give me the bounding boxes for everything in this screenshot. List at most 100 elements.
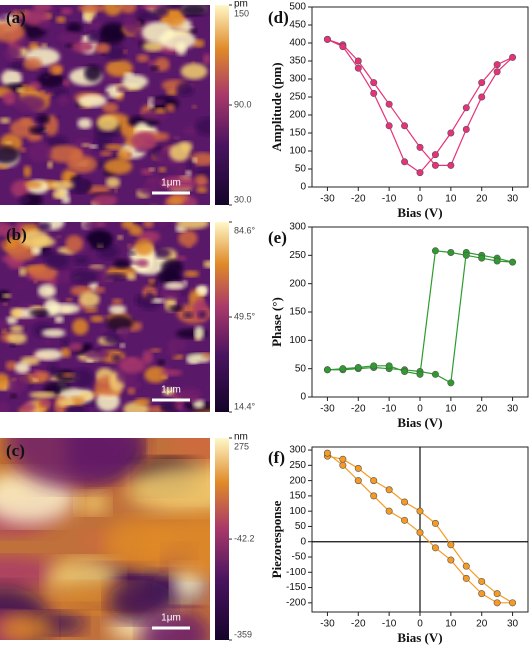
x-tick-label: -30	[320, 194, 335, 205]
data-point	[401, 122, 409, 130]
texture	[105, 177, 121, 188]
texture	[41, 43, 48, 48]
texture	[95, 43, 111, 54]
texture	[83, 307, 99, 313]
y-tick-label: 450	[289, 20, 306, 31]
texture	[2, 293, 12, 299]
texture	[9, 119, 38, 138]
data-point	[401, 498, 409, 506]
afm-image: (b) 1μm 84.6° 49.5° 14.4°	[0, 221, 256, 413]
data-point	[385, 100, 393, 108]
texture	[203, 260, 210, 269]
panel-label: (b)	[6, 225, 27, 244]
texture	[7, 237, 18, 248]
texture	[28, 141, 52, 163]
texture	[41, 328, 66, 338]
texture	[56, 235, 62, 238]
texture	[86, 358, 94, 363]
texture	[146, 290, 154, 301]
data-point	[401, 367, 409, 375]
texture	[62, 79, 70, 87]
texture	[0, 241, 7, 247]
data-point	[416, 529, 424, 537]
texture	[47, 160, 53, 169]
texture	[57, 93, 70, 106]
texture	[126, 464, 210, 515]
texture	[50, 18, 54, 22]
texture	[0, 14, 8, 22]
texture	[19, 147, 27, 153]
texture	[44, 253, 70, 269]
texture	[197, 310, 207, 319]
x-tick-label: -10	[382, 404, 397, 415]
data-point	[385, 507, 393, 515]
y-tick-label: 300	[289, 74, 306, 85]
texture	[142, 350, 154, 365]
texture	[12, 58, 21, 68]
x-tick-label: 0	[417, 619, 423, 630]
data-point	[493, 68, 501, 76]
texture	[182, 126, 198, 136]
data-point	[416, 143, 424, 151]
data-point	[385, 362, 393, 370]
texture	[168, 305, 184, 312]
panel-label: (e)	[268, 228, 287, 247]
texture	[57, 398, 75, 407]
data-point	[416, 370, 424, 378]
y-tick-label: 150	[289, 491, 306, 502]
texture	[4, 438, 143, 488]
texture	[43, 338, 52, 345]
texture	[0, 117, 11, 124]
texture	[136, 54, 149, 63]
texture	[16, 284, 23, 289]
x-tick-label: -20	[351, 404, 366, 415]
texture	[178, 230, 198, 247]
texture	[47, 303, 81, 315]
scale-bar-label: 1μm	[161, 613, 181, 624]
texture	[128, 251, 136, 256]
texture	[10, 307, 23, 319]
data-point	[385, 486, 393, 494]
colorbar-tick-label: 90.0	[234, 99, 252, 109]
texture	[123, 49, 128, 54]
texture	[72, 318, 89, 336]
texture	[52, 189, 66, 199]
texture	[157, 222, 169, 227]
texture	[113, 258, 130, 269]
texture	[117, 326, 130, 339]
data-point	[447, 249, 455, 257]
texture	[166, 196, 184, 205]
texture	[42, 75, 51, 80]
x-tick-label: 10	[445, 404, 457, 415]
x-tick-label: 20	[476, 404, 488, 415]
texture	[167, 346, 179, 358]
data-point	[493, 590, 501, 598]
colorbar	[215, 438, 229, 640]
texture	[103, 5, 123, 16]
texture	[103, 158, 133, 175]
y-tick-label: 350	[289, 56, 306, 67]
texture	[5, 360, 18, 371]
data-point	[509, 53, 517, 61]
y-tick-label: 250	[289, 250, 306, 261]
y-tick-label: 200	[289, 110, 306, 121]
data-point	[339, 365, 347, 373]
texture	[186, 244, 192, 248]
texture	[6, 316, 18, 325]
data-point	[370, 492, 378, 500]
texture	[150, 348, 162, 353]
texture	[153, 247, 171, 259]
texture	[79, 291, 100, 308]
data-point	[431, 247, 439, 255]
x-tick-label: -30	[320, 619, 335, 630]
data-point	[354, 364, 362, 372]
colorbar-unit: nm	[234, 432, 248, 443]
texture	[119, 343, 126, 348]
data-point	[401, 158, 409, 166]
texture	[94, 233, 108, 247]
texture	[71, 269, 99, 284]
texture	[0, 612, 54, 640]
